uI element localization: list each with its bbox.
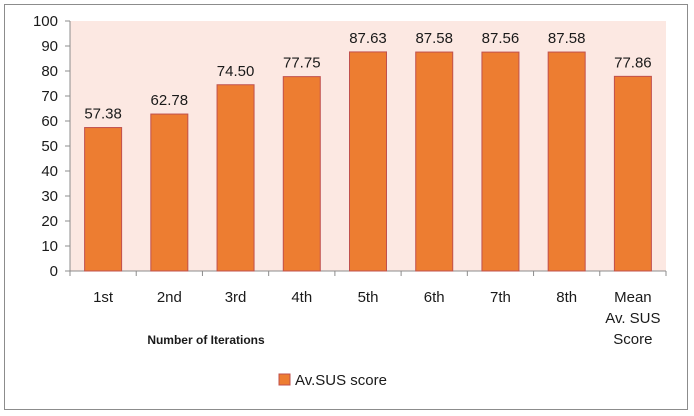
data-label: 87.56 <box>482 30 520 47</box>
bar <box>216 84 255 272</box>
y-tick-label: 80 <box>41 63 58 80</box>
data-label: 62.78 <box>151 92 189 109</box>
y-tick-label: 90 <box>41 38 58 55</box>
bar <box>415 51 454 272</box>
y-tick-label: 10 <box>41 238 58 255</box>
x-category-label-line: 6th <box>424 289 445 306</box>
data-label: 77.86 <box>614 54 652 71</box>
y-tick-label: 20 <box>41 213 58 230</box>
bar <box>282 76 321 272</box>
x-category-label-line: 4th <box>291 289 312 306</box>
data-label: 87.58 <box>415 30 453 47</box>
x-category-label-line: Score <box>613 331 652 348</box>
x-category-label: 3rd <box>225 289 247 306</box>
bar <box>150 113 189 272</box>
bar <box>481 51 520 272</box>
x-category-label-line: 7th <box>490 289 511 306</box>
x-category-label: 6th <box>424 289 445 306</box>
y-tick-label: 30 <box>41 188 58 205</box>
bar <box>613 75 652 272</box>
x-category-label: Mean Av. SUS Score <box>605 289 660 348</box>
data-label: 77.75 <box>283 55 321 72</box>
x-category-label-line: 2nd <box>157 289 182 306</box>
legend-swatch <box>278 373 291 386</box>
x-category-label-line: 8th <box>556 289 577 306</box>
x-axis-title: Number of Iterations <box>147 333 265 347</box>
bar <box>547 51 586 272</box>
data-label: 74.50 <box>217 63 255 80</box>
x-category-label: 8th <box>556 289 577 306</box>
y-tick-label: 100 <box>33 13 58 30</box>
bar-chart: 0 10 20 30 40 50 60 70 80 90 100 57.38 1st 62.78 2nd 74… <box>33 13 667 389</box>
data-label: 87.63 <box>349 30 387 47</box>
x-category-label: 5th <box>358 289 379 306</box>
chart-frame: 0 10 20 30 40 50 60 70 80 90 100 57.38 1st 62.78 2nd 74… <box>4 4 688 410</box>
x-category-label-line: 1st <box>93 289 114 306</box>
x-category-label-line: 5th <box>358 289 379 306</box>
x-category-label: 7th <box>490 289 511 306</box>
x-category-label: 1st <box>93 289 114 306</box>
x-category-label-line: Mean <box>614 289 652 306</box>
y-tick-label: 60 <box>41 113 58 130</box>
data-label: 87.58 <box>548 30 586 47</box>
bar <box>84 127 123 272</box>
legend-label: Av.SUS score <box>295 372 387 389</box>
bar <box>349 51 387 272</box>
y-tick-label: 0 <box>50 263 58 280</box>
y-tick-label: 70 <box>41 88 58 105</box>
x-category-label: 2nd <box>157 289 182 306</box>
y-tick-label: 40 <box>41 163 58 180</box>
y-tick-label: 50 <box>41 138 58 155</box>
x-category-label-line: Av. SUS <box>605 310 660 327</box>
data-label: 57.38 <box>84 106 122 123</box>
x-category-label: 4th <box>291 289 312 306</box>
x-category-label-line: 3rd <box>225 289 247 306</box>
